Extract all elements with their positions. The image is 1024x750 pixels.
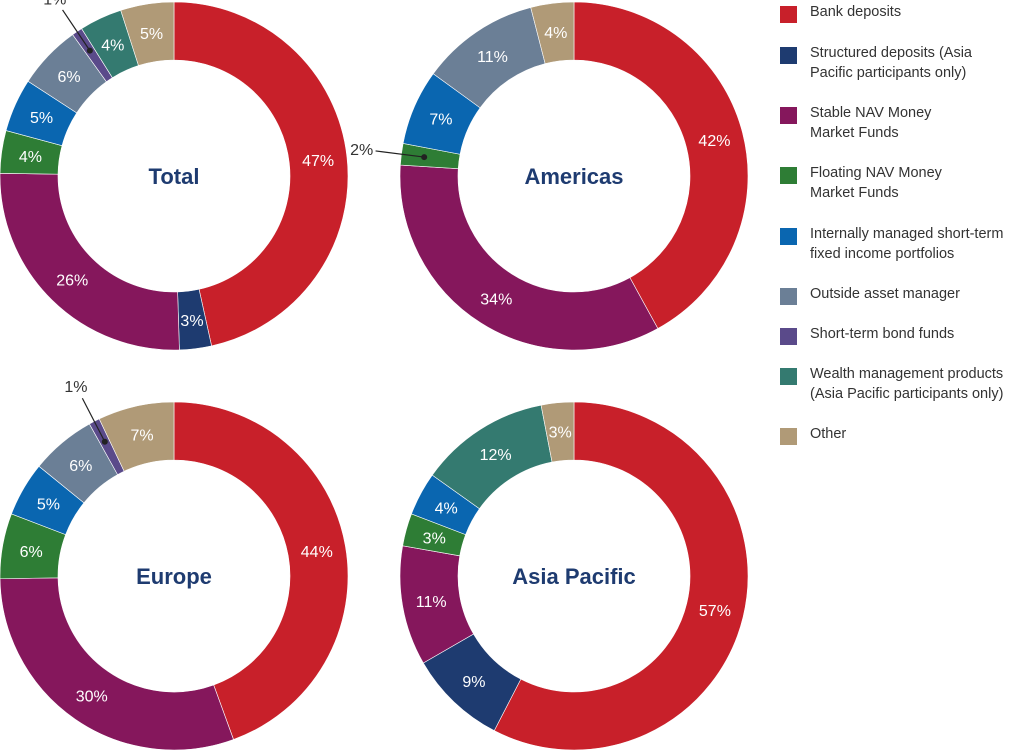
slice-label: 26% — [56, 272, 88, 289]
legend-swatch-stable — [780, 107, 797, 124]
slice-label: 6% — [58, 69, 81, 86]
legend-swatch-floating — [780, 167, 797, 184]
callout-label: 1% — [43, 0, 66, 8]
legend-label-bond: Short-term bond funds — [810, 326, 955, 342]
donut-title: Total — [149, 164, 200, 189]
legend-label-internal: Internally managed short-term fixed inco… — [810, 226, 1004, 262]
slice-label: 4% — [544, 25, 567, 42]
slice-bank — [493, 401, 749, 750]
slice-stable — [0, 172, 180, 351]
legend-label-other: Other — [810, 426, 847, 442]
callout-label: 2% — [350, 142, 373, 159]
slice-stable — [0, 577, 234, 750]
slice-stable — [399, 164, 659, 351]
legend-swatch-structured — [780, 47, 797, 64]
donut-title: Americas — [524, 164, 623, 189]
slice-label: 11% — [477, 49, 508, 66]
slice-bank — [173, 1, 349, 347]
donut-total: 47% 3% 26% 4% 5% 6% 1% 4% 5% Total — [0, 0, 349, 351]
slice-label: 3% — [180, 313, 203, 330]
callout-dot — [86, 47, 93, 54]
slice-other — [530, 1, 575, 65]
slice-label: 47% — [302, 153, 334, 170]
slice-label: 12% — [480, 447, 512, 464]
slice-label: 4% — [101, 38, 124, 55]
legend-label-outside: Outside asset manager — [810, 286, 960, 302]
callout-label: 1% — [64, 379, 87, 396]
slice-label: 6% — [69, 458, 92, 475]
legend-label-stable: Stable NAV Money Market Funds — [810, 105, 932, 141]
slice-other — [120, 1, 175, 66]
donut-europe: 44% 30% 6% 5% 6% 1% 7% Europe — [0, 379, 349, 750]
donut-asia-pacific: 57% 9% 11% 3% 4% 12% 3% Asia Pacific — [399, 401, 749, 750]
slice-label: 5% — [140, 26, 163, 43]
slice-bank — [173, 401, 349, 740]
legend-swatch-outside — [780, 288, 797, 305]
slice-label: 30% — [76, 688, 108, 705]
legend-swatch-bank — [780, 6, 797, 23]
donut-title: Europe — [136, 564, 212, 589]
slice-label: 7% — [130, 428, 153, 445]
legend-swatch-wealth — [780, 368, 797, 385]
callout-line — [375, 150, 425, 158]
slice-label: 42% — [698, 133, 730, 150]
slice-label: 6% — [20, 544, 43, 561]
slice-label: 5% — [30, 110, 53, 127]
slice-label: 4% — [19, 149, 42, 166]
slice-label: 9% — [462, 674, 485, 691]
legend-swatch-internal — [780, 228, 797, 245]
slice-label: 34% — [480, 291, 512, 308]
slice-label: 3% — [423, 530, 446, 547]
legend-label-structured: Structured deposits (Asia Pacific partic… — [810, 45, 972, 81]
slice-label: 11% — [416, 594, 447, 611]
slice-bank — [573, 1, 749, 329]
slice-label: 7% — [429, 111, 452, 128]
legend-swatch-other — [780, 428, 797, 445]
slice-other — [540, 401, 575, 463]
donut-americas: 42% 34% 2% 7% 11% 4% Americas — [350, 1, 749, 351]
callout-line — [81, 397, 106, 443]
slice-label: 5% — [37, 497, 60, 514]
callout-dot — [101, 438, 108, 445]
legend-label-floating: Floating NAV Money Market Funds — [810, 165, 942, 201]
slice-label: 44% — [301, 544, 333, 561]
legend-label-bank: Bank deposits — [810, 4, 902, 20]
donut-title: Asia Pacific — [512, 564, 636, 589]
legend-swatch-bond — [780, 328, 797, 345]
slice-other — [98, 401, 175, 472]
slice-label: 57% — [699, 603, 731, 620]
callout-dot — [421, 154, 428, 161]
legend-label-wealth: Wealth management products (Asia Pacific… — [810, 366, 1004, 402]
slice-label: 3% — [549, 425, 572, 442]
slice-label: 4% — [435, 501, 458, 518]
callout-line — [62, 9, 91, 51]
